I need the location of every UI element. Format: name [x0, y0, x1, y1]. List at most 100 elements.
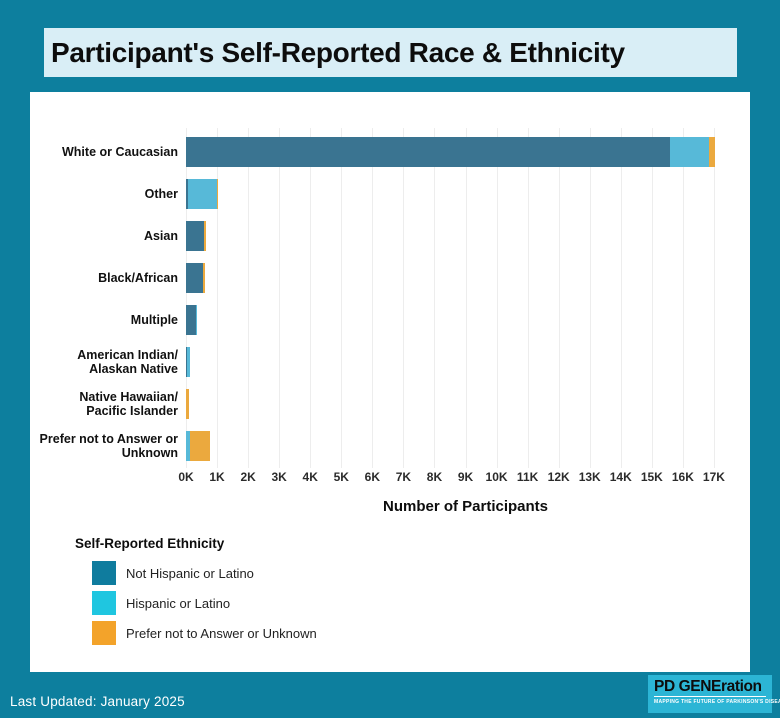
- x-axis-ticks: 0K 1K 2K 3K 4K 5K 6K 7K 8K 9K 10K 11K 12K 13K 14K 15K 16…: [178, 470, 745, 486]
- legend-swatch: [92, 561, 116, 585]
- x-tick-label: 7K: [395, 470, 412, 484]
- gridline: [496, 128, 498, 468]
- page-title: Participant's Self-Reported Race & Ethni…: [51, 36, 625, 68]
- bar-segment: [186, 389, 189, 419]
- stacked-bar: [186, 431, 745, 461]
- gridline: [713, 128, 715, 468]
- gridline: [589, 128, 591, 468]
- category-label: White or Caucasian: [62, 145, 178, 159]
- last-updated-text: Last Updated: January 2025: [10, 694, 185, 709]
- category-label: American Indian/ Alaskan Native: [77, 348, 178, 376]
- gridline: [279, 128, 281, 468]
- x-tick-label: 0K: [178, 470, 194, 484]
- category-label: Native Hawaiian/ Pacific Islander: [79, 390, 178, 418]
- logo-tagline: MAPPING THE FUTURE OF PARKINSON'S DISEAS…: [654, 699, 780, 705]
- gridline: [620, 128, 622, 468]
- bar-area: [186, 179, 745, 209]
- bar-segment: [190, 431, 211, 461]
- x-tick-label: 10K: [485, 470, 508, 484]
- stacked-bar: [186, 263, 745, 293]
- x-tick-label: 6K: [364, 470, 380, 484]
- chart-panel: White or Caucasian Other Asian Black/Africa…: [30, 92, 750, 672]
- chart-row: American Indian/ Alaskan Native: [30, 341, 745, 383]
- x-tick-label: 17K: [702, 470, 725, 484]
- gridline: [310, 128, 312, 468]
- stacked-bar: [186, 137, 745, 167]
- x-tick-label: 13K: [578, 470, 601, 484]
- chart-row: Multiple: [30, 299, 745, 341]
- bar-segment: [186, 347, 191, 377]
- bar-area: [186, 305, 745, 335]
- chart-row: Asian: [30, 215, 745, 257]
- gridline: [434, 128, 436, 468]
- x-axis-label: Number of Participants: [382, 498, 549, 515]
- gridline: [217, 128, 219, 468]
- gridline: [558, 128, 560, 468]
- gridline: [403, 128, 405, 468]
- gridline: [651, 128, 653, 468]
- bar-segment: [186, 347, 187, 377]
- logo-divider: [654, 696, 766, 697]
- legend-item: Not Hispanic or Latino: [92, 561, 317, 585]
- legend: Self-Reported Ethnicity Not Hispanic or …: [75, 536, 317, 651]
- bar-segment: [186, 263, 204, 293]
- gridline: [248, 128, 250, 468]
- legend-swatch: [92, 621, 116, 645]
- x-tick-label: 3K: [271, 470, 287, 484]
- bar-area: [186, 431, 745, 461]
- category-label: Black/African: [98, 271, 178, 285]
- legend-item: Hispanic or Latino: [92, 591, 317, 615]
- x-tick-label: 1K: [209, 470, 225, 484]
- title-bar: Participant's Self-Reported Race & Ethni…: [44, 28, 737, 77]
- legend-title: Self-Reported Ethnicity: [75, 536, 225, 551]
- stacked-bar: [186, 179, 745, 209]
- legend-label: Hispanic or Latino: [126, 595, 231, 611]
- bar-segment: [217, 179, 219, 209]
- gridline: [682, 128, 684, 468]
- x-tick-label: 5K: [333, 470, 349, 484]
- x-tick-label: 11K: [516, 470, 539, 484]
- bar-segment: [187, 179, 218, 209]
- bar-segment: [186, 305, 196, 335]
- gridline: [341, 128, 343, 468]
- legend-items: Not Hispanic or Latino Hispanic or Latino…: [92, 561, 317, 645]
- x-tick-label: 15K: [640, 470, 663, 484]
- pd-generation-logo: PD GENEration MAPPING THE FUTURE OF PARK…: [648, 675, 780, 713]
- stacked-bar: [186, 389, 745, 419]
- bar-segment: [709, 137, 716, 167]
- bar-segment: [186, 179, 188, 209]
- chart-row: Black/African: [30, 257, 745, 299]
- x-tick-label: 4K: [302, 470, 318, 484]
- legend-swatch: [92, 591, 116, 615]
- gridline: [465, 128, 467, 468]
- bar-segment: [186, 137, 671, 167]
- stacked-bar: [186, 305, 745, 335]
- bar-rows: White or Caucasian Other Asian Black/Africa…: [30, 131, 745, 467]
- x-tick-label: 16K: [671, 470, 694, 484]
- x-tick-label: 2K: [240, 470, 256, 484]
- category-label: Multiple: [130, 313, 178, 327]
- bar-segment: [195, 305, 198, 335]
- chart-row: White or Caucasian: [30, 131, 745, 173]
- bar-area: [186, 347, 745, 377]
- legend-label: Not Hispanic or Latino: [126, 565, 254, 581]
- bar-segment: [203, 263, 205, 293]
- bar-segment: [186, 221, 204, 251]
- chart-row: Prefer not to Answer or Unknown: [30, 425, 745, 467]
- category-label: Prefer not to Answer or Unknown: [39, 432, 178, 460]
- gridline: [372, 128, 374, 468]
- stacked-bar: [186, 221, 745, 251]
- x-tick-label: 9K: [457, 470, 474, 484]
- bar-area: [186, 389, 745, 419]
- gridline: [527, 128, 529, 468]
- stacked-bar: [186, 347, 745, 377]
- bar-area: [186, 263, 745, 293]
- gridlines: [186, 128, 745, 468]
- category-label: Other: [144, 187, 178, 201]
- legend-label: Prefer not to Answer or Unknown: [126, 625, 317, 641]
- logo-name: PD GENEration: [654, 678, 762, 695]
- legend-item: Prefer not to Answer or Unknown: [92, 621, 317, 645]
- bar-segment: [670, 137, 710, 167]
- chart-row: Other: [30, 173, 745, 215]
- bar-segment: [186, 431, 191, 461]
